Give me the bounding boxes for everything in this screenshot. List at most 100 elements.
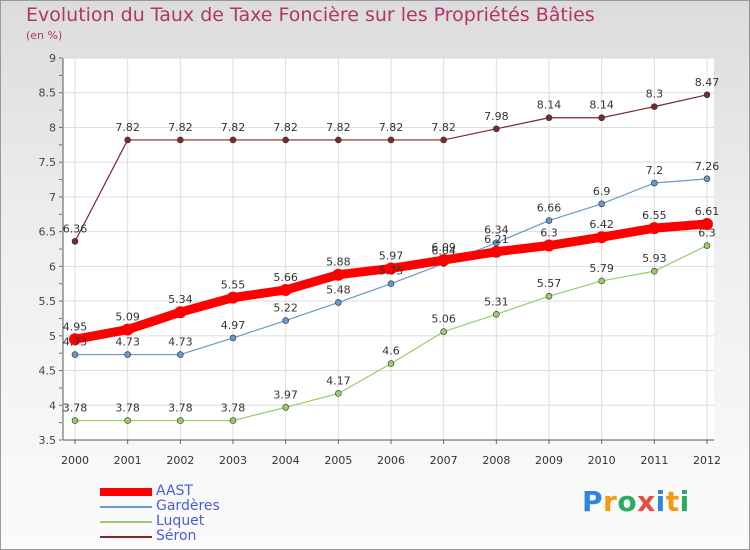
data-point-aast xyxy=(121,323,134,336)
data-label-séron: 6.36 xyxy=(63,222,88,235)
y-tick-label: 4 xyxy=(49,399,56,412)
data-point-séron xyxy=(387,136,395,144)
data-point-luquet xyxy=(440,328,447,335)
data-point-séron xyxy=(177,136,184,144)
data-label-aast: 6.09 xyxy=(431,241,456,254)
data-point-séron xyxy=(651,103,658,110)
data-point-séron xyxy=(493,125,500,133)
data-point-aast xyxy=(648,222,661,235)
data-point-gardères xyxy=(124,351,131,358)
data-label-luquet: 3.97 xyxy=(273,388,298,401)
data-label-gardères: 5.22 xyxy=(273,302,298,315)
data-label-séron: 8.14 xyxy=(537,99,562,112)
data-point-luquet xyxy=(335,390,342,397)
y-tick-label: 5 xyxy=(49,330,56,343)
data-point-luquet xyxy=(124,417,131,424)
data-label-aast: 6.61 xyxy=(695,205,720,218)
chart-subtitle: (en %) xyxy=(26,29,63,42)
data-label-gardères: 4.73 xyxy=(168,336,193,349)
data-point-séron xyxy=(598,114,605,122)
data-point-luquet xyxy=(387,360,395,367)
data-label-gardères: 4.73 xyxy=(63,336,88,349)
y-tick-label: 3.5 xyxy=(39,434,57,447)
data-label-luquet: 5.57 xyxy=(537,277,562,290)
data-label-luquet: 6.3 xyxy=(698,227,716,240)
data-point-séron xyxy=(335,136,342,144)
data-label-aast: 5.55 xyxy=(221,279,246,292)
data-point-aast xyxy=(543,239,555,252)
logo-letter: o xyxy=(617,485,638,518)
y-tick-label: 6 xyxy=(49,260,56,273)
chart-title: Evolution du Taux de Taxe Foncière sur l… xyxy=(26,4,595,26)
y-tick-label: 9 xyxy=(49,52,56,65)
data-label-séron: 7.82 xyxy=(221,121,246,134)
data-label-aast: 5.88 xyxy=(326,256,351,269)
logo-letter: t xyxy=(665,485,680,518)
data-label-aast: 5.09 xyxy=(115,311,140,324)
data-label-luquet: 4.6 xyxy=(382,345,400,358)
data-label-gardères: 5.75 xyxy=(379,265,404,278)
logo-letter: P xyxy=(582,485,604,518)
data-label-gardères: 6.34 xyxy=(484,224,509,237)
data-point-gardères xyxy=(703,175,711,183)
legend-swatch-seron xyxy=(100,536,152,538)
data-point-aast xyxy=(227,291,239,304)
data-label-aast: 6.55 xyxy=(642,209,667,222)
data-label-aast: 6.42 xyxy=(589,218,614,231)
logo-letter: i xyxy=(679,485,690,518)
data-label-aast: 6.3 xyxy=(540,227,558,240)
data-label-gardères: 7.26 xyxy=(695,160,720,173)
data-point-aast xyxy=(701,217,713,230)
x-tick-label: 2012 xyxy=(693,454,721,467)
x-tick-label: 2010 xyxy=(588,454,616,467)
data-point-luquet xyxy=(282,404,289,411)
data-point-gardères xyxy=(387,280,395,288)
data-label-aast: 5.34 xyxy=(168,293,193,306)
legend-swatch-garderes xyxy=(100,506,152,508)
y-tick-label: 7 xyxy=(49,191,56,204)
data-label-luquet: 3.78 xyxy=(168,402,193,415)
data-point-séron xyxy=(124,136,131,144)
data-point-séron xyxy=(440,136,447,144)
y-tick-label: 4.5 xyxy=(39,365,57,378)
data-label-séron: 7.98 xyxy=(484,110,509,123)
data-label-séron: 8.14 xyxy=(589,99,614,112)
data-point-gardères xyxy=(545,217,553,224)
x-tick-label: 2004 xyxy=(272,454,300,467)
data-label-gardères: 6.9 xyxy=(593,185,611,198)
plot-area xyxy=(63,58,714,440)
data-point-gardères xyxy=(493,239,500,247)
y-tick-label: 5.5 xyxy=(39,295,57,308)
data-point-aast xyxy=(174,306,187,319)
data-point-séron xyxy=(703,91,711,99)
data-label-luquet: 3.78 xyxy=(115,402,140,415)
data-point-gardères xyxy=(282,317,289,324)
data-label-séron: 8.47 xyxy=(695,76,720,89)
x-tick-label: 2008 xyxy=(482,454,510,467)
data-point-aast xyxy=(595,231,608,244)
logo-letter: i xyxy=(655,485,666,518)
data-label-luquet: 5.93 xyxy=(642,252,667,265)
logo-letter: x xyxy=(637,485,656,518)
legend-label-seron: Séron xyxy=(156,528,197,544)
data-point-luquet xyxy=(545,292,553,300)
data-point-séron xyxy=(545,114,553,122)
data-point-gardères xyxy=(598,200,605,208)
y-tick-label: 8.5 xyxy=(39,87,57,100)
data-point-séron xyxy=(229,136,237,144)
x-tick-label: 2002 xyxy=(166,454,194,467)
data-point-aast xyxy=(279,283,292,296)
x-tick-label: 2007 xyxy=(430,454,458,467)
legend-swatch-aast xyxy=(100,488,152,496)
data-label-luquet: 5.79 xyxy=(589,262,614,275)
data-label-séron: 7.82 xyxy=(379,121,404,134)
data-point-luquet xyxy=(229,417,237,424)
data-point-luquet xyxy=(651,267,658,275)
data-label-gardères: 6.66 xyxy=(537,202,562,215)
data-point-luquet xyxy=(177,417,184,424)
data-label-séron: 7.82 xyxy=(273,121,298,134)
data-label-luquet: 5.06 xyxy=(431,313,456,326)
data-label-séron: 7.82 xyxy=(326,121,351,134)
logo-letter: r xyxy=(603,485,618,518)
x-tick-label: 2009 xyxy=(535,454,563,467)
